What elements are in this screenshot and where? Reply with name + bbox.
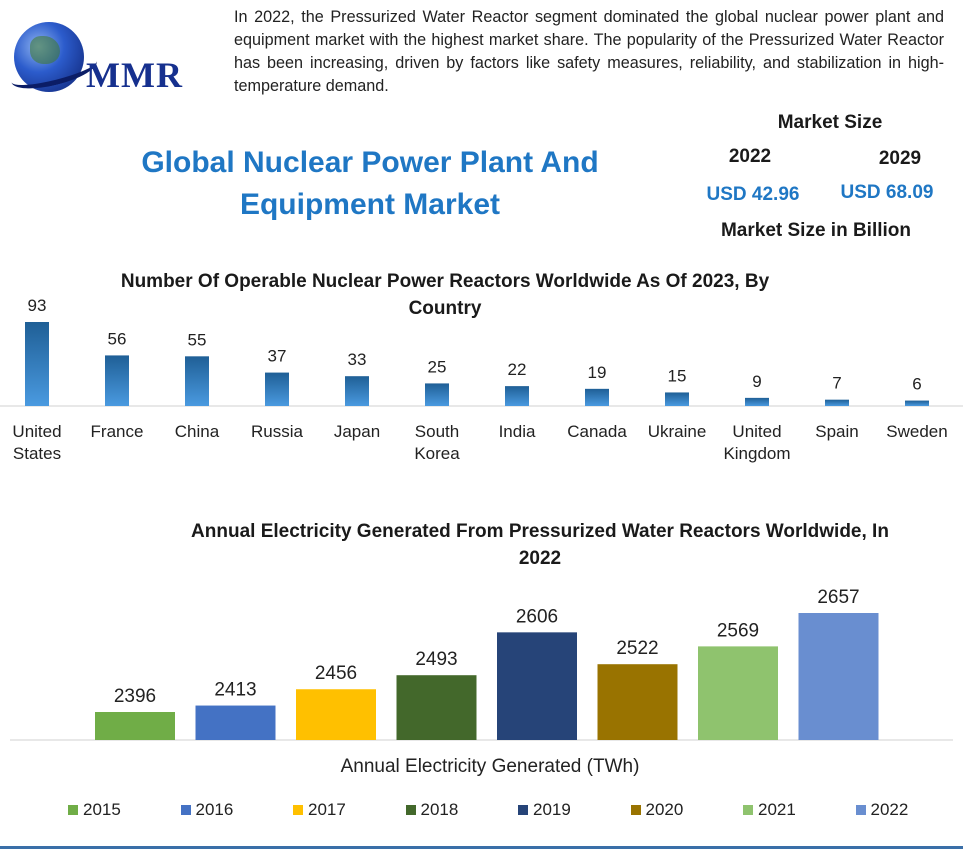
market-size-value-2029: USD 68.09 [840,182,934,203]
x-tick-label: Spain [815,422,858,441]
market-size-year-2029: 2029 [878,148,922,169]
legend-label: 2021 [758,800,796,819]
bar [195,705,276,740]
data-label: 6 [912,375,921,394]
data-label: 56 [108,329,127,348]
legend-label: 2018 [420,800,459,819]
legend-swatch [855,805,866,815]
data-label: 2606 [516,606,558,627]
legend-swatch [405,805,416,815]
legend-item: 2022 [855,800,909,820]
data-label: 2396 [114,686,156,707]
x-tick-label: China [175,422,220,441]
x-tick-label: United Kingdom [723,422,790,463]
legend-item: 2017 [293,800,346,820]
x-tick-label: Russia [251,422,304,441]
x-tick-label: Japan [334,422,380,441]
data-label: 2522 [616,638,658,659]
legend-item: 2019 [518,800,571,820]
data-label: 33 [348,350,367,369]
market-size-unit: Market Size in Billion [720,220,912,241]
data-label: 2569 [717,620,759,641]
page-title: Global Nuclear Power Plant And Equipment… [141,146,599,221]
legend-label: 2016 [195,800,234,819]
bar [698,646,778,740]
data-label: 7 [832,374,841,393]
bar [825,399,849,406]
logo-text: MMR [86,55,183,95]
legend-item: 2015 [68,800,121,820]
x-tick-label: Ukraine [648,422,707,441]
data-label: 2456 [315,663,357,684]
legend-swatch [518,805,528,815]
reactors-chart-title: Number Of Operable Nuclear Power Reactor… [120,271,770,319]
bar [296,689,376,740]
data-label: 2493 [415,649,457,670]
reactors-bar-chart: 93 United States 56 France 55 China 37 Russia 33 J… [0,296,963,463]
electricity-x-axis-label: Annual Electricity Generated (TWh) [340,756,640,777]
x-tick-label: France [91,422,144,441]
bar [798,613,879,740]
electricity-bar-chart: 2396 2413 2456 2493 2606 2522 2569 2657 [10,587,953,741]
legend-swatch [630,805,641,815]
bar [95,712,175,740]
bar [505,386,529,406]
data-label: 55 [188,330,207,349]
legend-label: 2017 [308,800,346,819]
bar [396,675,477,740]
bar [597,664,678,740]
legend-swatch [68,805,78,815]
market-size-heading: Market Size [777,112,883,133]
legend-label: 2020 [645,800,684,819]
data-label: 93 [28,296,47,315]
legend-label: 2019 [533,800,571,819]
legend-item: 2016 [180,800,234,820]
bar [497,632,577,740]
x-tick-label: India [499,422,536,441]
bar [185,356,209,406]
bar [745,397,769,406]
bar [265,372,289,406]
legend-label: 2015 [83,800,121,819]
x-tick-label: United States [12,422,61,463]
legend-swatch [293,805,303,815]
data-label: 2657 [817,587,859,608]
bottom-divider [0,846,963,849]
legend-item: 2020 [630,800,684,820]
data-label: 25 [428,357,447,376]
legend-item: 2018 [405,800,459,820]
legend-swatch [180,805,191,815]
bar [905,400,929,406]
legend-label: 2022 [870,800,909,819]
data-label: 9 [752,372,761,391]
data-label: 37 [268,347,287,366]
bar [425,383,449,406]
mmr-logo: MMR [8,14,188,96]
intro-paragraph: In 2022, the Pressurized Water Reactor s… [234,8,944,95]
data-label: 22 [508,360,527,379]
globe-landmass [30,36,60,64]
bar [105,355,129,406]
x-tick-label: Sweden [886,422,947,441]
legend-item: 2021 [743,800,796,820]
data-label: 19 [588,363,607,382]
electricity-chart-title: Annual Electricity Generated From Pressu… [191,521,889,569]
data-label: 2413 [214,680,256,701]
x-tick-label: Canada [567,422,627,441]
market-size-value-2022: USD 42.96 [706,184,800,205]
bar [585,388,609,406]
data-label: 15 [668,366,687,385]
legend-swatch [743,805,753,815]
bar [25,322,49,406]
bar [345,376,369,406]
bar [665,392,689,406]
electricity-legend: 2015 2016 2017 2018 2019 2020 2021 2022 [60,800,940,824]
market-size-year-2022: 2022 [728,146,772,167]
x-tick-label: South Korea [414,422,460,463]
